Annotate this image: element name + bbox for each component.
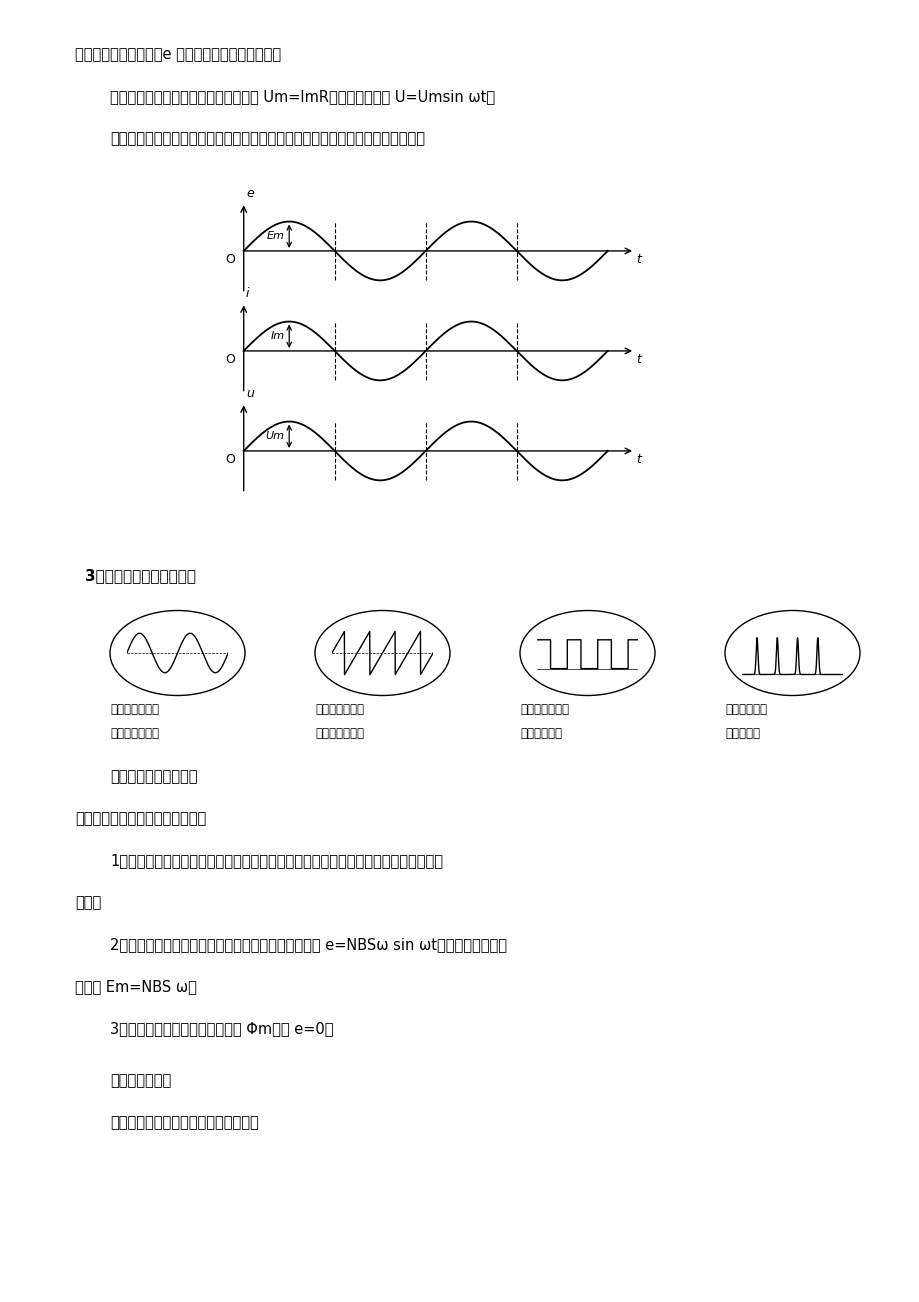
Text: 3．中性面的特点：磁通量最大为 Φm，但 e=0。: 3．中性面的特点：磁通量最大为 Φm，但 e=0。: [110, 1022, 334, 1036]
Text: u: u: [245, 388, 254, 400]
Text: 2．从中性面开始计时，感应电动势瞬时值的表达式为 e=NBSω sin ωt，感应电动势的最: 2．从中性面开始计时，感应电动势瞬时值的表达式为 e=NBSω sin ωt，感…: [110, 937, 506, 953]
Text: Im: Im: [270, 331, 285, 341]
Text: i: i: [245, 288, 249, 301]
Text: O: O: [225, 254, 235, 267]
Text: （四）实例探究: （四）实例探究: [110, 1074, 171, 1088]
Text: 交变电流的图象、交变电流的产生过程: 交变电流的图象、交变电流的产生过程: [110, 1116, 258, 1130]
Text: 本节课主要学习了以下几个问题：: 本节课主要学习了以下几个问题：: [75, 811, 206, 827]
Text: 1．矩形线圈在匀强磁场中绕垂直于磁场方向的轴匀速转动时，线圈中产生正弦式交变: 1．矩形线圈在匀强磁场中绕垂直于磁场方向的轴匀速转动时，线圈中产生正弦式交变: [110, 854, 443, 868]
Text: Em: Em: [267, 232, 285, 241]
Text: t: t: [636, 453, 641, 466]
Text: 丙：电子计算机: 丙：电子计算机: [519, 703, 568, 716]
Text: 做感应电动势的峰值，e 叫做感应电动势的瞬时值。: 做感应电动势的峰值，e 叫做感应电动势的瞬时值。: [75, 47, 281, 62]
Text: O: O: [225, 353, 235, 366]
Text: t: t: [636, 254, 641, 267]
Text: 3．几种常见的交变电波形: 3．几种常见的交变电波形: [85, 568, 196, 583]
Text: 电流。: 电流。: [75, 896, 101, 910]
Text: 大值为 Em=NBS ω。: 大值为 Em=NBS ω。: [75, 979, 197, 995]
Text: 中的矩形脉冲: 中的矩形脉冲: [519, 728, 562, 741]
Text: 电动势、电流与电压的瞬时值与时间的关系可以用正弦曲线来表示，如下图所示：: 电动势、电流与电压的瞬时值与时间的关系可以用正弦曲线来表示，如下图所示：: [110, 132, 425, 146]
Text: 中的尖脉冲: 中的尖脉冲: [724, 728, 759, 741]
Text: 锯齿波扫描电压: 锯齿波扫描电压: [314, 728, 364, 741]
Text: 丁：激光通信: 丁：激光通信: [724, 703, 766, 716]
Text: 乙：示波器中的: 乙：示波器中的: [314, 703, 364, 716]
Text: O: O: [225, 453, 235, 466]
Text: Um: Um: [266, 431, 285, 441]
Text: t: t: [636, 353, 641, 366]
Text: （三）课堂总结、点评: （三）课堂总结、点评: [110, 769, 198, 785]
Text: e: e: [245, 187, 254, 201]
Text: 的正弦交变电流: 的正弦交变电流: [110, 728, 159, 741]
Text: 甲：家庭电路中: 甲：家庭电路中: [110, 703, 159, 716]
Text: 根据部分电路欧姆定律，电压的最大值 Um=ImR，电压的瞬时值 U=Umsin ωt。: 根据部分电路欧姆定律，电压的最大值 Um=ImR，电压的瞬时值 U=Umsin …: [110, 89, 494, 104]
